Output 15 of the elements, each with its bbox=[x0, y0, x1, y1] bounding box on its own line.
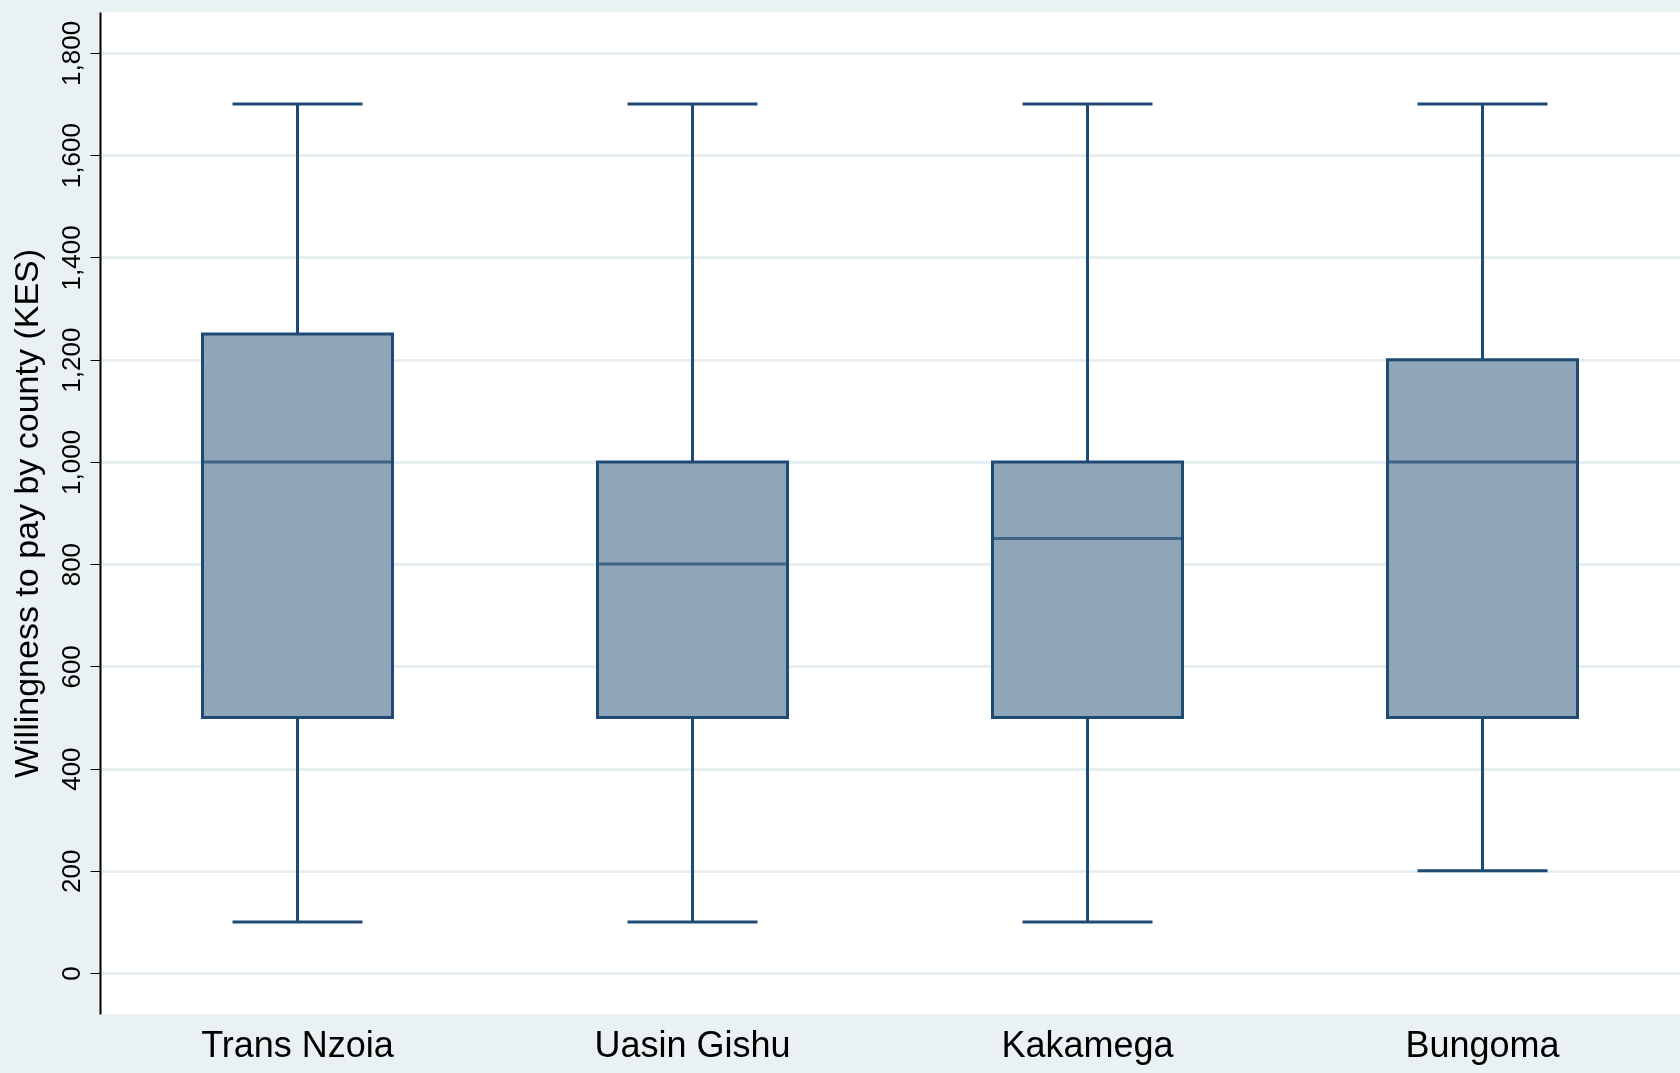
y-tick-label: 0 bbox=[55, 966, 86, 981]
x-tick-label: Bungoma bbox=[1405, 1023, 1561, 1065]
y-tick-label: 1,800 bbox=[55, 20, 86, 86]
y-tick-label: 600 bbox=[55, 645, 86, 689]
y-tick-label: 1,200 bbox=[55, 327, 86, 393]
x-tick-label: Uasin Gishu bbox=[594, 1023, 791, 1065]
y-axis-title: Willingness to pay by county (KES) bbox=[6, 248, 45, 779]
x-tick-label: Trans Nzoia bbox=[201, 1023, 395, 1065]
y-tick-label: 1,600 bbox=[55, 123, 86, 189]
y-tick-label: 400 bbox=[55, 747, 86, 791]
x-tick-label: Kakamega bbox=[1001, 1023, 1175, 1065]
y-tick-label: 1,400 bbox=[55, 225, 86, 291]
y-tick-label: 200 bbox=[55, 849, 86, 894]
y-tick-label: 1,000 bbox=[55, 429, 86, 495]
y-tick-label: 800 bbox=[55, 542, 86, 587]
